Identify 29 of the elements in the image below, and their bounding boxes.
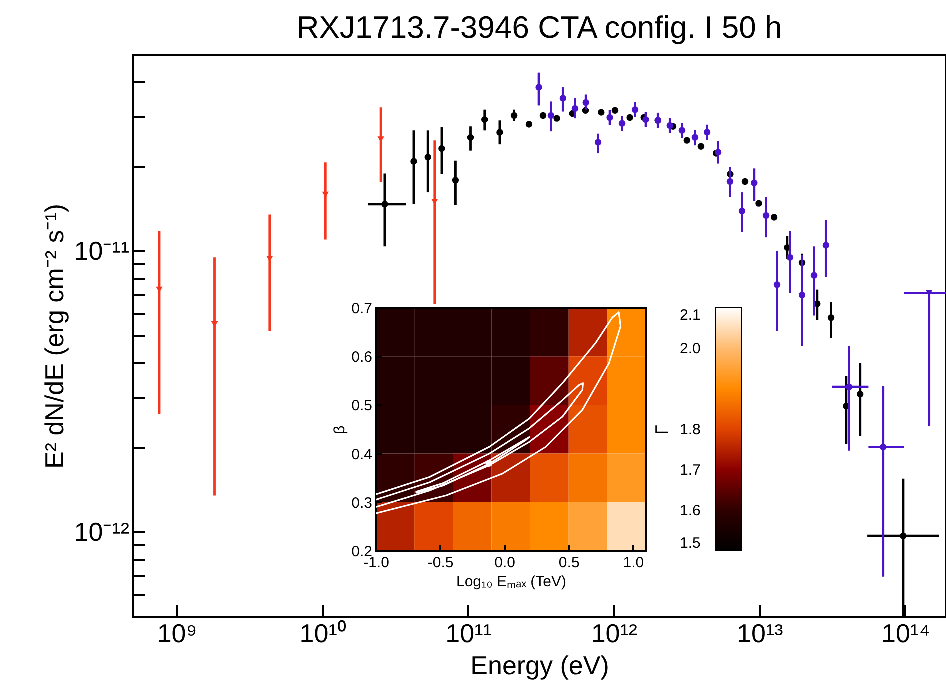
x-axis-title: Energy (eV) — [470, 650, 610, 680]
x-tick-label: 10¹² — [591, 618, 638, 648]
x-tick-label: 10¹¹ — [446, 618, 492, 648]
x-tick-label: 10¹³ — [737, 618, 784, 648]
x-tick-label: 10¹⁴ — [882, 618, 930, 648]
chart-title: RXJ1713.7-3946 CTA config. I 50 h — [296, 10, 782, 45]
y-tick-label: 10⁻¹¹ — [74, 236, 130, 266]
y-tick-label: 0.5 — [352, 398, 372, 415]
x-tick-label: 10⁹ — [157, 618, 198, 648]
x-axis-title: Log₁₀ Eₘₐₓ (TeV) — [456, 574, 566, 590]
y-tick-label: 10⁻¹² — [74, 516, 130, 547]
color-bar-label: 1.8 — [680, 422, 701, 438]
color-bar-title: Γ — [652, 424, 672, 435]
color-bar-label: 2.1 — [680, 307, 701, 324]
x-tick-label: 0.0 — [494, 554, 516, 572]
x-tick-label: 0.5 — [558, 554, 580, 572]
y-axis-title: E² dN/dE (erg cm⁻² s⁻¹) — [39, 204, 70, 470]
color-bar-label: 2.0 — [680, 340, 701, 358]
color-bar-label: 1.5 — [680, 535, 701, 552]
x-tick-label: 1.0 — [623, 554, 644, 572]
y-tick-label: 0.4 — [352, 446, 372, 464]
color-bar-label: 1.7 — [680, 462, 701, 479]
x-tick-label: 10¹⁰ — [300, 618, 346, 648]
y-axis-title: β — [332, 425, 349, 434]
color-bar-label: 1.6 — [680, 502, 701, 520]
x-tick-label: -0.5 — [428, 554, 454, 572]
y-tick-label: 0.7 — [352, 300, 372, 318]
y-tick-label: 0.6 — [352, 349, 372, 366]
y-tick-label: 0.3 — [352, 494, 372, 512]
